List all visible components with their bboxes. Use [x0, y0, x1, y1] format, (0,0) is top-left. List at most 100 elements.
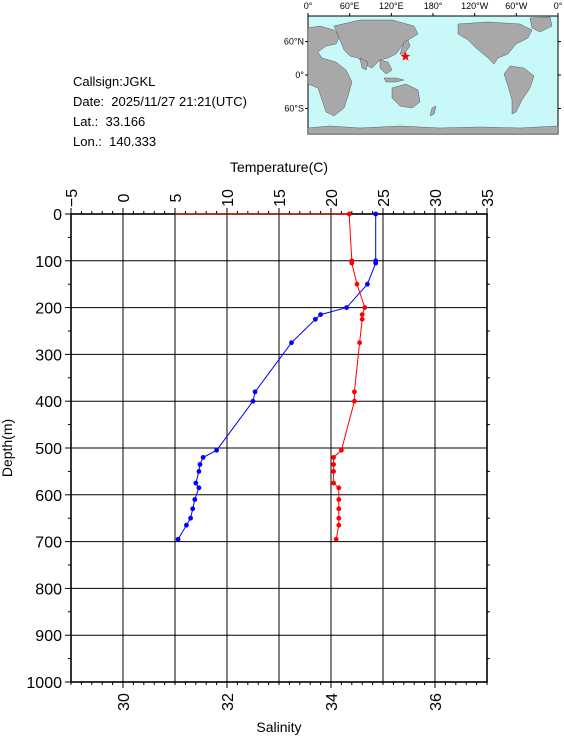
temperature-data-point [193, 480, 199, 486]
salinity-data-point [331, 455, 336, 460]
temperature-data-point [175, 536, 181, 542]
land-japan [399, 39, 411, 55]
temperature-tick-label: 30 [428, 189, 445, 207]
map-lon-label: 60°E [340, 1, 360, 11]
land-new-zealand [429, 105, 437, 117]
map-lon-labels: 0° 60°E 120°E 180° 120°W 60°W 0° [304, 1, 563, 11]
temperature-tick-labels: −5 0 5 10 15 20 25 30 35 [64, 189, 497, 207]
salinity-tick-label: 32 [220, 693, 237, 711]
salinity-data-point [336, 497, 342, 502]
depth-tick-label: 200 [35, 301, 62, 318]
map-ticks [305, 13, 561, 109]
salinity-tick-label: 30 [116, 693, 133, 711]
temperature-tick-label: 20 [324, 189, 341, 207]
temperature-data-point [196, 485, 202, 491]
salinity-data-point [336, 522, 342, 528]
temperature-profile-line [177, 214, 377, 540]
land-south-america [503, 65, 535, 115]
map-lat-label: 0° [295, 70, 304, 80]
salinity-data-point [331, 469, 336, 474]
series-layer [175, 211, 379, 542]
date-text: Date: 2025/11/27 21:21(UTC) [73, 94, 247, 109]
map-lon-label: 180° [424, 1, 443, 11]
temperature-tick-label: 10 [220, 189, 237, 207]
temperature-data-point [318, 312, 323, 317]
depth-tick-label: 100 [35, 254, 62, 271]
salinity-data-point [354, 281, 360, 287]
map-lat-label: 60°N [284, 37, 304, 47]
depth-tick-labels: 0 100 200 300 400 500 600 700 800 900 1000 [26, 207, 62, 692]
temperature-tick-label: 35 [480, 189, 497, 207]
temperature-data-point [196, 469, 202, 474]
temperature-data-point [373, 260, 379, 266]
plot-minor-ticks [65, 208, 490, 688]
depth-axis-label: Depth(m) [0, 419, 15, 477]
station-marker-icon [400, 51, 411, 61]
salinity-data-point [336, 506, 342, 512]
depth-tick-label: 900 [35, 628, 62, 645]
salinity-data-point [346, 211, 352, 217]
map-lon-label: 120°W [461, 1, 489, 11]
depth-tick-label: 1000 [26, 675, 62, 692]
temperature-tick-label: 25 [376, 189, 393, 207]
temperature-axis-label: Temperature(C) [230, 159, 328, 175]
land-indonesia [383, 77, 405, 83]
land-south-asia [359, 57, 393, 75]
salinity-data-point [333, 536, 339, 542]
depth-tick-label: 500 [35, 441, 62, 458]
map-lon-label: 0° [304, 1, 313, 11]
map-lat-labels: 60°N 0° 60°S [284, 37, 305, 114]
temperature-data-point [192, 497, 198, 502]
map-lat-label: 60°S [284, 103, 304, 113]
salinity-tick-label: 36 [428, 693, 445, 711]
salinity-data-point [352, 389, 357, 395]
temperature-data-point [188, 515, 194, 521]
temperature-data-point [289, 340, 294, 346]
depth-tick-label: 300 [35, 347, 62, 364]
depth-tick-label: 800 [35, 581, 62, 598]
salinity-data-point [331, 462, 336, 467]
callsign-text: Callsign:JGKL [73, 74, 156, 89]
temperature-data-point [313, 316, 318, 322]
temperature-data-point [197, 462, 203, 467]
plot-grid [70, 213, 488, 683]
salinity-data-point [331, 480, 336, 486]
temperature-data-point [190, 506, 196, 512]
salinity-data-point [336, 515, 342, 521]
land-antarctica [307, 125, 559, 135]
map-lon-label: 0° [554, 1, 563, 11]
temperature-tick-label: 5 [168, 193, 185, 202]
map-land [307, 16, 559, 135]
temperature-data-point [200, 455, 206, 460]
temperature-data-point [252, 389, 258, 395]
salinity-data-point [352, 398, 357, 404]
world-map: 0° 60°E 120°E 180° 120°W 60°W 0° 60°N 0° 60°S [284, 1, 563, 135]
temperature-data-point [184, 522, 189, 528]
map-lon-label: 120°E [379, 1, 404, 11]
series-salinity [175, 211, 368, 542]
land-asia [333, 19, 419, 69]
salinity-data-point [362, 305, 368, 310]
land-australia [391, 83, 421, 109]
longitude-text: Lon.: 140.333 [73, 134, 157, 149]
salinity-axis-label: Salinity [256, 719, 301, 735]
map-lon-label: 60°W [505, 1, 528, 11]
temperature-data-point [250, 398, 256, 404]
series-temperature [175, 211, 379, 542]
salinity-tick-labels: 30 32 34 36 [116, 693, 445, 711]
depth-tick-label: 700 [35, 535, 62, 552]
temperature-data-point [365, 281, 370, 287]
salinity-data-point [359, 316, 365, 322]
temperature-tick-label: −5 [64, 189, 81, 207]
depth-tick-label: 0 [53, 207, 62, 224]
salinity-data-point [359, 312, 365, 317]
land-greenland [529, 16, 553, 33]
land-north-america [457, 21, 533, 65]
temperature-data-point [373, 211, 379, 217]
salinity-data-point [336, 485, 342, 491]
depth-tick-label: 400 [35, 394, 62, 411]
salinity-profile-line [333, 213, 366, 540]
temperature-tick-label: 15 [272, 189, 289, 207]
